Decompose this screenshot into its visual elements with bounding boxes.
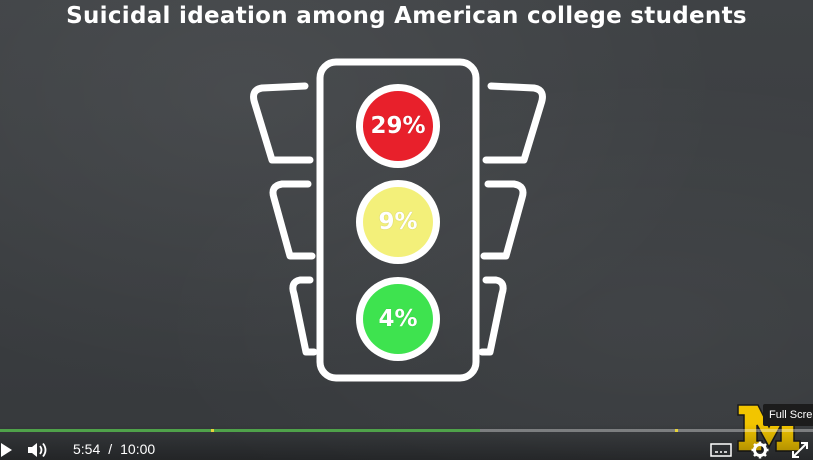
green-light: 4% [356, 277, 440, 361]
traffic-light-body [316, 58, 480, 382]
play-button[interactable] [0, 440, 14, 460]
right-visor-bot [478, 276, 507, 356]
left-visor-bot [289, 276, 318, 356]
time-display: 5:54 / 10:00 [73, 441, 155, 457]
current-time: 5:54 [73, 441, 101, 457]
progress-bar[interactable] [0, 429, 813, 432]
volume-icon [28, 442, 47, 458]
subtitles-icon [710, 443, 732, 457]
gear-icon [751, 441, 769, 459]
time-separator: / [108, 441, 113, 457]
green-light-value: 4% [363, 284, 433, 354]
fullscreen-icon [792, 442, 808, 458]
volume-button[interactable] [26, 440, 50, 460]
fullscreen-button[interactable] [790, 440, 810, 460]
yellow-light: 9% [356, 180, 440, 264]
left-visor-top [250, 82, 314, 164]
yellow-light-value: 9% [363, 187, 433, 257]
settings-button[interactable] [749, 440, 771, 460]
chapter-marker [675, 429, 678, 432]
duration: 10:00 [120, 441, 156, 457]
right-visor-top [482, 82, 546, 164]
red-light: 29% [356, 84, 440, 168]
subtitles-button[interactable] [709, 440, 733, 460]
left-visor-mid [269, 180, 316, 260]
chapter-marker [211, 429, 214, 432]
play-icon [1, 443, 12, 457]
fullscreen-tooltip: Full Scre [763, 404, 813, 426]
video-title-text: Suicidal ideation among American college… [66, 3, 747, 29]
traffic-light-drawing [250, 58, 546, 382]
progress-played [0, 429, 480, 432]
red-light-value: 29% [363, 91, 433, 161]
right-visor-mid [480, 180, 527, 260]
